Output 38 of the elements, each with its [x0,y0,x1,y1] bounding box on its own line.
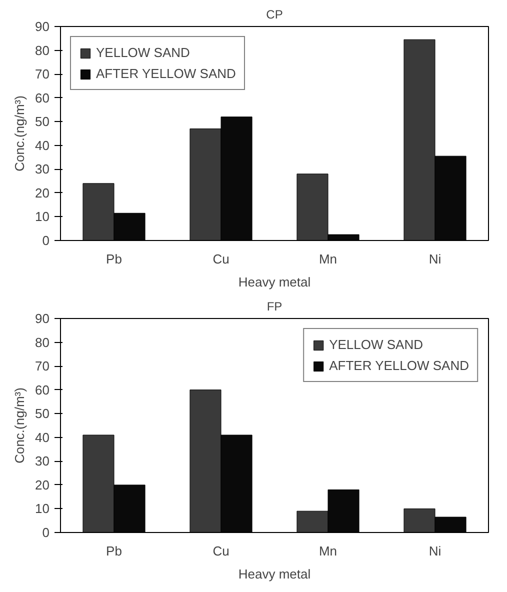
y-tick-label: 0 [42,525,50,540]
y-tick-label: 50 [35,406,50,422]
y-tick-label: 90 [35,19,50,34]
y-tick-label: 80 [35,334,50,350]
x-axis-title: Heavy metal [238,274,311,290]
x-tick-label: Cu [212,544,230,558]
y-tick-label: 70 [35,66,50,82]
y-tick-label: 30 [35,162,50,177]
chart-title: FP [266,300,282,314]
x-tick-label: Mn [318,252,338,266]
y-tick-label: 30 [35,454,50,469]
x-tick-label: Ni [428,252,442,266]
y-tick-label: 40 [35,138,50,153]
y-tick-label: 10 [35,209,50,224]
y-tick-label: 60 [35,90,50,106]
y-tick-label: 20 [35,185,50,200]
legend-label: YELLOW SAND [96,45,190,60]
y-tick-label: 10 [35,501,50,516]
x-tick-label: Ni [428,544,442,558]
legend-label: AFTER YELLOW SAND [96,66,236,81]
x-tick-label: Mn [318,544,338,558]
x-axis-title: Heavy metal [238,566,311,582]
y-tick-label: 0 [42,233,50,248]
legend-label: YELLOW SAND [329,337,424,352]
x-tick-label: Pb [106,544,122,558]
x-tick-label: Cu [212,252,230,266]
y-tick-label: 80 [35,42,50,58]
y-tick-label: 40 [35,430,50,445]
chart-title: CP [266,8,283,22]
y-axis-title: Conc.(ng/m³) [12,388,28,464]
y-axis-title: Conc.(ng/m³) [12,96,28,172]
y-tick-label: 50 [35,114,50,130]
y-tick-label: 70 [35,358,50,374]
y-tick-label: 90 [35,311,50,326]
legend-label: AFTER YELLOW SAND [329,358,469,373]
y-tick-label: 20 [35,477,50,492]
x-tick-label: Pb [106,252,122,266]
y-tick-label: 60 [35,382,50,398]
